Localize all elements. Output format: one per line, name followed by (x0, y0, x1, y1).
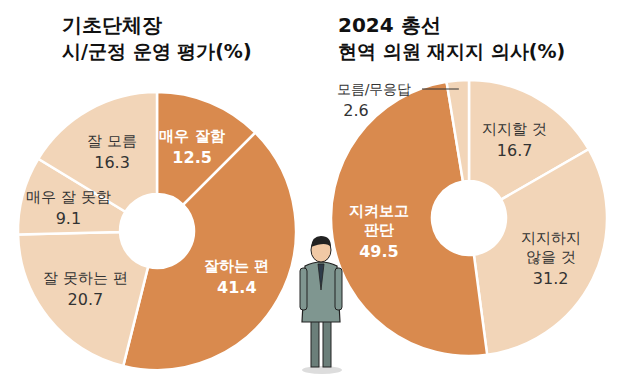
label-line: 매우 잘 못함 (26, 188, 111, 206)
title: 2024 총선 (338, 13, 441, 37)
person-illustration (300, 236, 342, 374)
subtitle: 현역 의원 재지지 의사(%) (338, 40, 565, 62)
arm (335, 268, 342, 310)
stage: 기초단체장시/군정 운영 평가(%) 매우 잘함 12.5 잘하는 편 41.4 잘 못하… (0, 0, 640, 380)
label-line: 지지하지 (521, 229, 581, 247)
tie (318, 264, 324, 290)
canvas: 기초단체장시/군정 운영 평가(%) 매우 잘함 12.5 잘하는 편 41.4 잘 못하… (0, 0, 640, 380)
category-label: 모름/무응답 (337, 81, 412, 97)
category-label: 매우 잘 못함 (26, 188, 111, 206)
data-label: 16.3 (94, 153, 130, 172)
labels: 매우 잘함 12.5 잘하는 편 41.4 잘 못하는 편 20.7 매우 잘 못함 9.1 잘… (26, 127, 269, 309)
slice (447, 80, 469, 181)
label-line: 판단 (364, 221, 394, 239)
leg (311, 315, 319, 367)
data-label: 12.5 (172, 148, 211, 167)
category-label: 잘 못하는 편 (43, 269, 128, 287)
data-label: 31.2 (533, 269, 569, 288)
category-label: 지지할 것 (482, 120, 547, 138)
label-line: 잘 모름 (87, 132, 137, 150)
slice (474, 149, 607, 355)
chart-1: 2024 총선현역 의원 재지지 의사(%) 지지할 것 16.7 지지하지않을 것 3… (331, 13, 607, 356)
body (302, 262, 340, 322)
category-label: 잘하는 편 (204, 257, 269, 275)
slices (331, 80, 607, 356)
leader-line (422, 89, 459, 90)
labels: 지지할 것 16.7 지지하지않을 것 31.2 지켜보고판단 49.5 모름/무응답 2.6 (337, 81, 581, 288)
shadow (302, 366, 342, 374)
arm (300, 268, 307, 310)
leg (323, 315, 331, 367)
label-line: 잘하는 편 (204, 257, 269, 275)
label-line: 지켜보고 (349, 202, 409, 220)
data-label: 9.1 (56, 209, 81, 228)
category-label: 지켜보고판단 (349, 202, 409, 239)
slice (18, 232, 148, 366)
subtitle: 시/군정 운영 평가(%) (62, 40, 252, 62)
slices (18, 92, 296, 370)
category-label: 잘 모름 (87, 132, 137, 150)
data-label: 16.7 (497, 141, 533, 160)
title: 기초단체장 (62, 13, 162, 37)
data-label: 41.4 (217, 278, 256, 297)
data-label: 49.5 (359, 242, 398, 261)
chart-0: 기초단체장시/군정 운영 평가(%) 매우 잘함 12.5 잘하는 편 41.4 잘 못하… (18, 13, 296, 370)
data-label: 20.7 (68, 290, 104, 309)
label-line: 매우 잘함 (159, 127, 224, 145)
category-label: 매우 잘함 (159, 127, 224, 145)
label-line: 않을 것 (526, 248, 576, 266)
data-label: 2.6 (343, 101, 368, 120)
label-line: 지지할 것 (482, 120, 547, 138)
hair (311, 236, 331, 247)
label-line: 잘 못하는 편 (43, 269, 128, 287)
category-label: 지지하지않을 것 (521, 229, 581, 266)
